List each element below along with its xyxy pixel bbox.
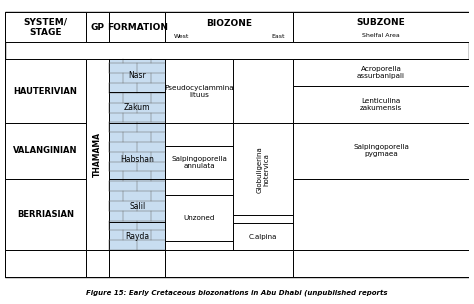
Text: Figure 15: Early Cretaceous biozonations in Abu Dhabi (unpublished reports: Figure 15: Early Cretaceous biozonations… [86,290,388,296]
Text: Globuligerina
hotervica: Globuligerina hotervica [256,146,270,192]
Bar [293,12,469,43]
Bar [293,86,469,123]
Bar [5,12,469,277]
Bar [109,12,165,43]
Bar [5,250,86,277]
Bar [86,12,109,43]
Text: Habshan: Habshan [120,155,154,164]
Text: FORMATION: FORMATION [107,23,168,32]
Bar [233,123,293,215]
Text: THAMAMA: THAMAMA [93,132,102,177]
Bar [293,59,469,250]
Bar [5,59,86,123]
Text: Salpingoporella
pygmaea: Salpingoporella pygmaea [353,144,409,157]
Text: BERRIASIAN: BERRIASIAN [17,210,74,219]
Text: BIOZONE: BIOZONE [206,19,252,28]
Text: SYSTEM/
STAGE: SYSTEM/ STAGE [23,18,67,37]
Bar [293,250,469,277]
Text: Nasr: Nasr [128,71,146,80]
Text: C.alpina: C.alpina [249,234,277,240]
Text: SUBZONE: SUBZONE [356,18,405,27]
Bar [165,250,293,277]
Text: Zakum: Zakum [124,103,150,112]
Text: Acroporella
assurbanipali: Acroporella assurbanipali [357,66,405,79]
Bar [5,178,86,250]
Text: East: East [271,34,284,40]
Bar [109,59,165,250]
Bar [165,59,233,123]
Bar [5,12,86,43]
Text: Salil: Salil [129,202,145,211]
Bar [109,250,165,277]
Bar [165,146,233,178]
Bar [293,59,469,86]
Bar [86,250,109,277]
Text: HAUTERIVIAN: HAUTERIVIAN [13,87,77,96]
Bar [165,12,293,43]
Text: VALANGINIAN: VALANGINIAN [13,147,78,156]
Text: Lenticulina
zakumensis: Lenticulina zakumensis [360,98,402,111]
Bar [165,59,293,250]
Bar [293,123,469,178]
Bar [86,59,109,250]
Bar [5,123,86,178]
Text: Salpingoporella
annulata: Salpingoporella annulata [171,156,227,169]
Bar [293,178,469,250]
Text: West: West [173,34,189,40]
Text: Pseudocyclammina
lituus: Pseudocyclammina lituus [164,85,234,98]
Text: GP: GP [91,23,105,32]
Bar [165,195,233,241]
Text: Shelfal Area: Shelfal Area [362,33,400,38]
Bar [233,223,293,250]
Text: Rayda: Rayda [125,232,149,240]
Text: Unzoned: Unzoned [183,215,215,221]
